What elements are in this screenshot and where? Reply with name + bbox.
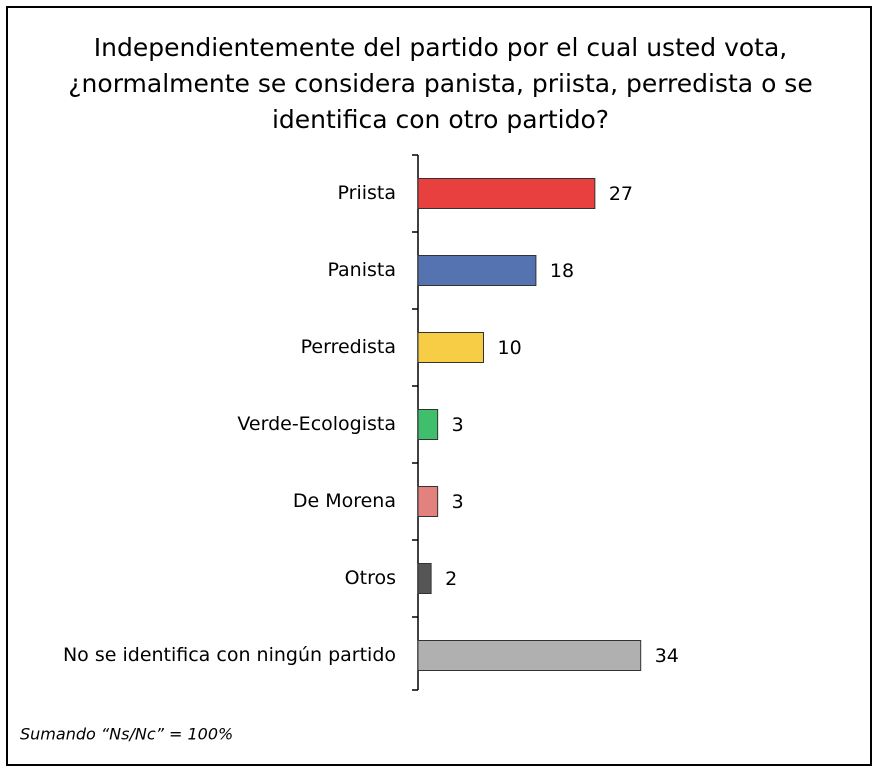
category-label: Verde-Ecologista — [237, 413, 396, 435]
chart-title: Independientemente del partido por el cu… — [68, 33, 813, 134]
data-label: 34 — [655, 645, 679, 667]
data-label: 2 — [445, 568, 457, 590]
bar — [417, 640, 642, 671]
category-label: Otros — [345, 567, 396, 589]
bar — [417, 409, 439, 440]
bar — [417, 332, 484, 363]
bar — [417, 255, 537, 286]
data-label: 3 — [452, 414, 464, 436]
footnote: Sumando “Ns/Nc” = 100% — [20, 725, 233, 744]
bar — [417, 486, 439, 517]
data-label: 3 — [452, 491, 464, 513]
category-label: Panista — [327, 259, 396, 281]
category-label: Priista — [338, 182, 396, 204]
category-label: Perredista — [301, 336, 396, 358]
data-label: 27 — [609, 183, 633, 205]
bar — [417, 563, 432, 594]
category-label: No se identifica con ningún partido — [63, 644, 396, 666]
bar — [417, 178, 596, 209]
category-label: De Morena — [293, 490, 396, 512]
data-label: 18 — [550, 260, 574, 282]
data-label: 10 — [498, 337, 522, 359]
